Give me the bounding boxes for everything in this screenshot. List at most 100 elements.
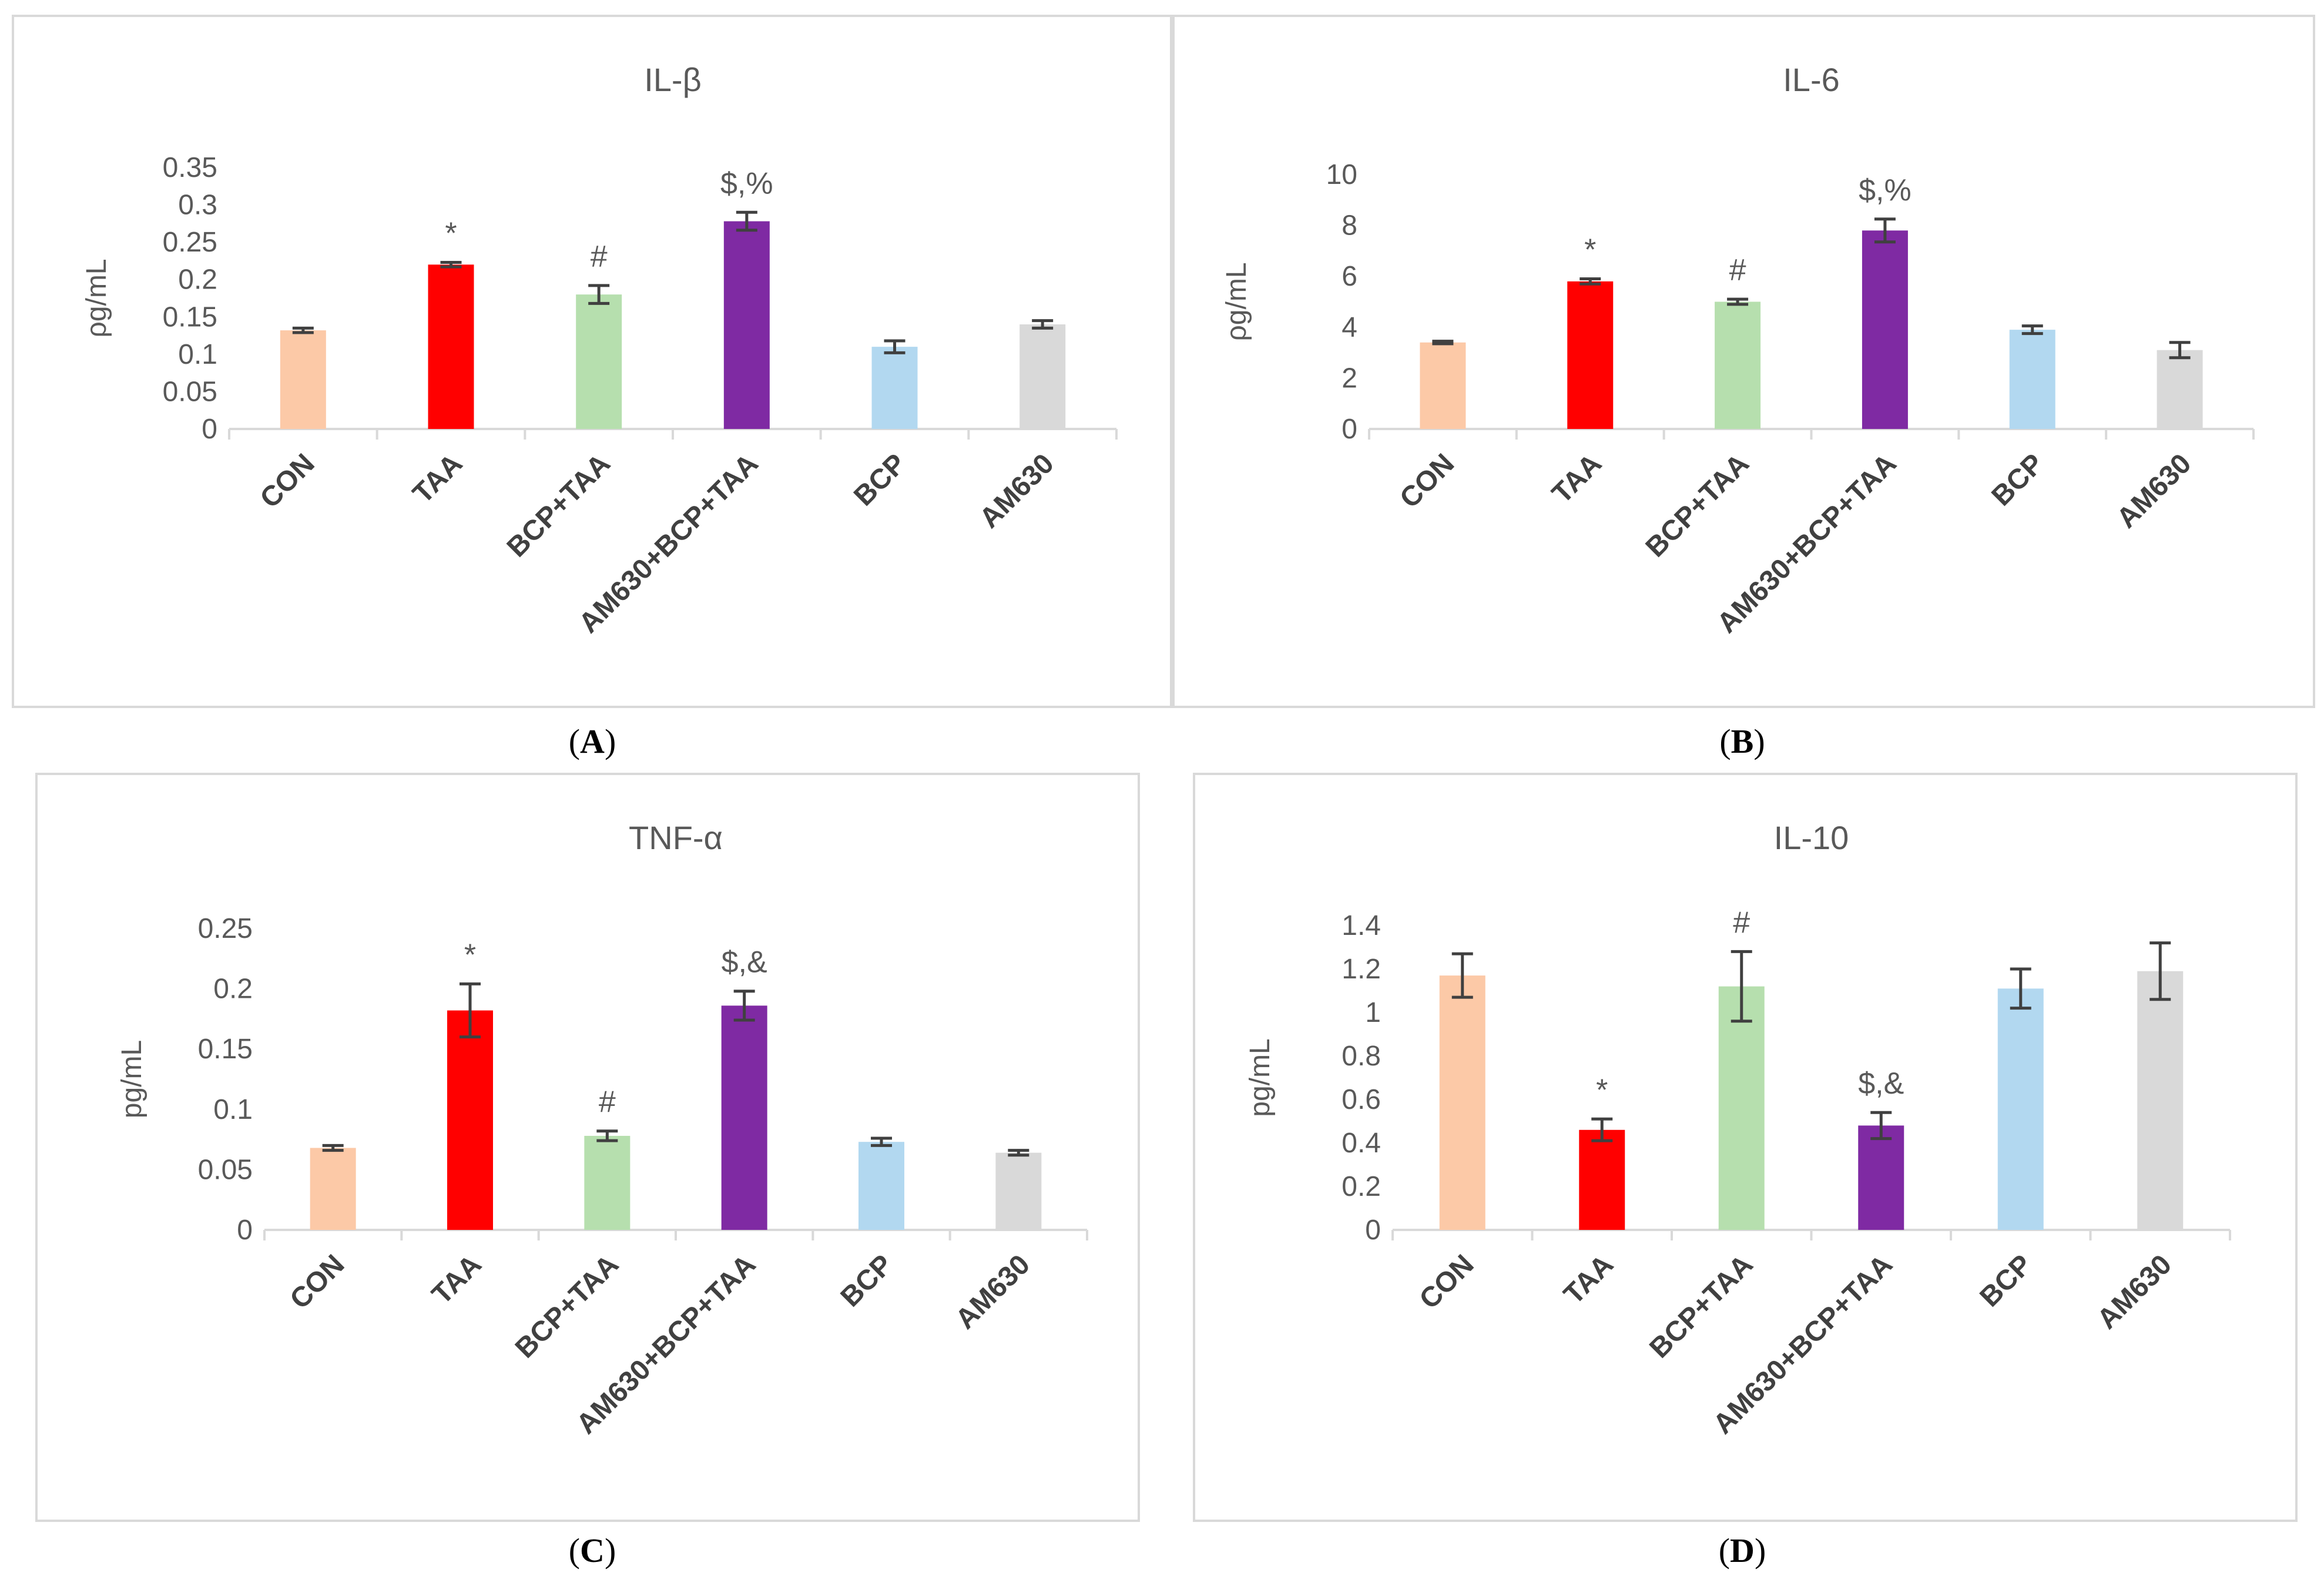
chart-il-10: IL-10 pg/mL 0 0.2 0.4 0.6 0.8 1 1.2 1.4 CON * TAA # BC… xyxy=(1245,819,2231,1440)
bar-con xyxy=(310,1148,356,1230)
x-category-label: AM630 xyxy=(2111,448,2197,534)
chart-title: TNF-α xyxy=(629,819,723,856)
x-category-label: CON xyxy=(284,1249,351,1315)
bar-bcp xyxy=(1997,988,2044,1230)
bar-bcp-taa xyxy=(1718,986,1765,1230)
significance-label: # xyxy=(591,240,608,274)
panel-label-b: (B) xyxy=(1719,722,1765,760)
bar-am630 xyxy=(2157,350,2203,429)
y-tick-label: 0.4 xyxy=(1342,1128,1381,1159)
x-category-label: TAA xyxy=(426,1249,488,1310)
x-category-label: BCP xyxy=(1974,1249,2038,1313)
bar-con xyxy=(280,330,326,429)
y-tick-label: 0.2 xyxy=(178,264,217,296)
chart-title: IL-6 xyxy=(1783,61,1840,98)
significance-label: $,% xyxy=(1859,173,1911,207)
x-category-label: AM630 xyxy=(2091,1249,2178,1335)
y-tick-label: 1 xyxy=(1365,997,1381,1028)
x-category-label: TAA xyxy=(1546,448,1608,509)
chart-il-beta: IL-β ρg/mL 0 0.05 0.1 0.15 0.2 0.25 0.3 0.35 CON * T… xyxy=(81,61,1118,639)
x-category-label: AM630 xyxy=(950,1249,1036,1335)
bar-bcp xyxy=(871,347,918,429)
significance-label: # xyxy=(1733,906,1750,940)
bar-am630-bcp-taa xyxy=(1862,230,1908,429)
panel-c-frame xyxy=(35,773,1140,1522)
significance-label: * xyxy=(1584,233,1596,267)
bar-bcp-taa xyxy=(584,1135,631,1230)
bar-am630-bcp-taa xyxy=(721,1005,767,1230)
significance-label: $,& xyxy=(722,945,767,980)
x-category-label: BCP+TAA xyxy=(509,1249,625,1364)
y-tick-label: 0.2 xyxy=(213,974,253,1005)
y-tick-label: 8 xyxy=(1342,210,1357,242)
y-tick-label: 0.25 xyxy=(198,913,253,944)
bar-con xyxy=(1420,342,1466,429)
y-tick-label: 1.4 xyxy=(1342,910,1381,941)
y-tick-label: 0 xyxy=(237,1215,253,1246)
bar-bcp-taa xyxy=(576,294,622,429)
significance-label: * xyxy=(445,216,457,250)
bar-bcp xyxy=(858,1142,904,1230)
panel-d-frame xyxy=(1193,773,2298,1522)
x-category-label: AM630 xyxy=(974,448,1060,534)
chart-title: IL-β xyxy=(644,61,702,98)
y-tick-label: 0.05 xyxy=(198,1154,253,1185)
bar-con xyxy=(1439,975,1485,1230)
panel-label-d: (D) xyxy=(1718,1531,1766,1570)
bar-am630-bcp-taa xyxy=(1858,1125,1904,1230)
y-tick-label: 0.6 xyxy=(1342,1084,1381,1115)
bar-taa xyxy=(447,1010,493,1230)
bar-am630 xyxy=(1020,324,1066,429)
x-category-label: BCP+TAA xyxy=(501,448,616,563)
chart-il-6: IL-6ρg/mL0246810CON*TAA#BCP+TAA$,%AM630+… xyxy=(1221,61,2255,639)
y-tick-label: 4 xyxy=(1342,312,1357,343)
x-category-label: BCP xyxy=(848,448,912,512)
panel-label-a: (A) xyxy=(568,722,616,760)
y-tick-label: 10 xyxy=(1326,159,1357,190)
y-tick-label: 1.2 xyxy=(1342,954,1381,985)
panel-letter-c: C xyxy=(580,1531,605,1570)
bar-taa xyxy=(1579,1129,1625,1230)
x-category-label: BCP xyxy=(835,1249,899,1313)
chart-title: IL-10 xyxy=(1774,819,1849,856)
bar-am630-bcp-taa xyxy=(723,221,770,429)
significance-label: $,% xyxy=(720,166,773,200)
y-tick-label: 0.25 xyxy=(163,227,217,258)
panel-letter-b: B xyxy=(1731,722,1754,760)
bar-bcp xyxy=(2009,330,2055,429)
panel-letter-a: A xyxy=(580,722,605,760)
y-tick-label: 0.15 xyxy=(163,301,217,333)
panel-a-frame xyxy=(12,15,1172,708)
y-tick-label: 0.2 xyxy=(1342,1171,1381,1202)
y-tick-label: 0 xyxy=(1342,414,1357,445)
y-axis-label: ρg/mL xyxy=(81,259,112,337)
bar-am630 xyxy=(995,1152,1042,1230)
y-axis-label: pg/mL xyxy=(1245,1038,1276,1116)
significance-label: * xyxy=(464,938,476,972)
y-tick-label: 6 xyxy=(1342,261,1357,292)
x-category-label: CON xyxy=(254,448,321,514)
x-category-label: CON xyxy=(1414,1249,1480,1315)
y-tick-label: 0.15 xyxy=(198,1034,253,1065)
y-tick-label: 0.35 xyxy=(163,152,217,183)
significance-label: * xyxy=(1596,1073,1608,1107)
bar-taa xyxy=(428,264,474,429)
x-category-label: BCP xyxy=(1986,448,2050,512)
y-tick-label: 0.8 xyxy=(1342,1041,1381,1072)
y-tick-label: 0 xyxy=(202,414,217,445)
panel-label-c: (C) xyxy=(568,1531,616,1570)
x-category-label: BCP+TAA xyxy=(1640,448,1755,563)
bar-bcp-taa xyxy=(1715,301,1761,429)
y-tick-label: 0.1 xyxy=(213,1094,253,1125)
y-tick-label: 0.1 xyxy=(178,339,217,370)
panel-letter-d: D xyxy=(1730,1531,1755,1570)
x-category-label: BCP+TAA xyxy=(1644,1249,1759,1364)
significance-label: # xyxy=(1729,253,1746,287)
x-category-label: CON xyxy=(1394,448,1460,514)
bar-am630 xyxy=(2137,971,2184,1230)
y-axis-label: pg/mL xyxy=(116,1040,147,1118)
x-category-label: TAA xyxy=(407,448,469,509)
significance-label: $,& xyxy=(1858,1067,1904,1101)
y-tick-label: 2 xyxy=(1342,363,1357,394)
x-category-label: TAA xyxy=(1558,1249,1619,1310)
